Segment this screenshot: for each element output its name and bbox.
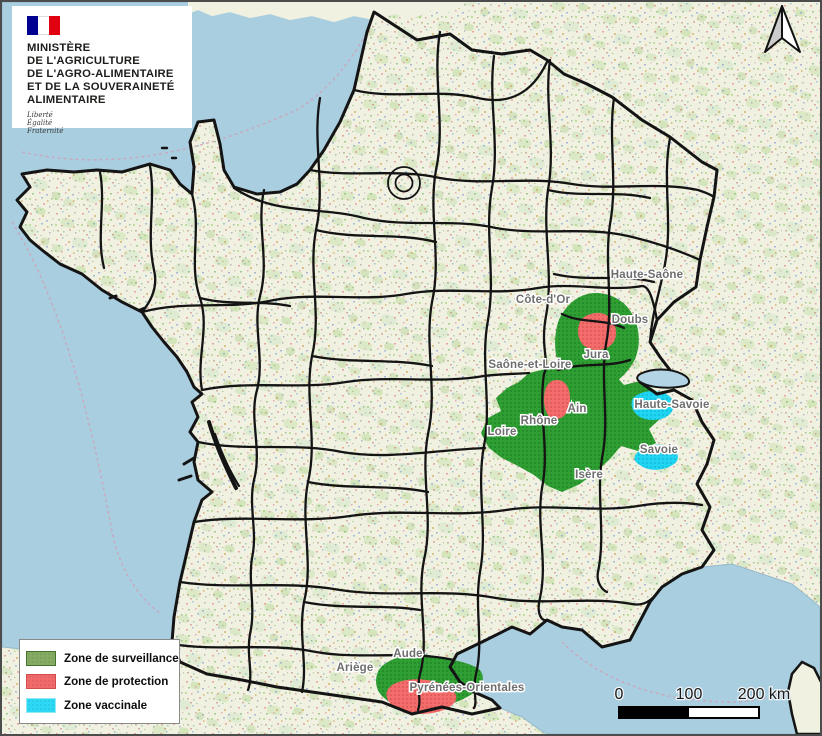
scalebar-tick-0: 0: [615, 686, 624, 703]
legend-item-protection: Zone de protection: [26, 674, 173, 689]
motto-line: Liberté: [27, 111, 53, 119]
north-arrow-icon: [764, 5, 801, 53]
corsica-land: [786, 660, 820, 734]
motto-line: Égalité: [27, 119, 53, 127]
legend-item-vaccinale: Zone vaccinale: [26, 697, 173, 713]
scalebar: 0 100 200 km: [613, 685, 791, 719]
legend-label-vaccinale: Zone vaccinale: [64, 698, 148, 712]
ministry-title-line: DE L'AGRO-ALIMENTAIRE: [27, 68, 174, 80]
label-isere: Isère: [575, 469, 603, 481]
label-cote-dor: Côte-d'Or: [516, 294, 571, 306]
french-flag-icon: [27, 16, 60, 35]
department-labels: Haute-Saône Côte-d'Or Doubs Jura Saône-e…: [335, 268, 711, 696]
scalebar-tick-200: 200 km: [738, 686, 790, 703]
scalebar-tick-100: 100: [676, 686, 703, 703]
ministry-title-line: MINISTÈRE: [27, 42, 91, 54]
ministry-title-line: ALIMENTAIRE: [27, 94, 106, 106]
zone-protection-ain: [544, 380, 570, 419]
legend-label-protection: Zone de protection: [64, 675, 169, 688]
label-haute-savoie: Haute-Savoie: [634, 399, 709, 411]
ministry-title-line: ET DE LA SOUVERAINETÉ: [27, 81, 175, 93]
legend-item-surveillance: Zone de surveillance: [26, 650, 179, 666]
france-border: [15, 10, 719, 716]
ministry-title-line: DE L'AGRICULTURE: [27, 55, 140, 67]
scalebar-bar-filled: [619, 707, 689, 718]
lake-geneva: [636, 368, 690, 389]
label-pyrenees-orientales: Pyrénées-Orientales: [409, 682, 524, 694]
ministry-logo-block: MINISTÈRE DE L'AGRICULTURE DE L'AGRO-ALI…: [12, 6, 192, 135]
label-ariege: Ariège: [337, 662, 374, 674]
label-saone-et-loire: Saône-et-Loire: [488, 359, 571, 371]
legend: Zone de surveillance Zone de protection …: [19, 639, 180, 724]
label-ain: Ain: [567, 403, 586, 415]
england-land: [188, 2, 464, 22]
maritime-boundaries: [11, 25, 815, 703]
motto-line: Fraternité: [27, 127, 64, 135]
label-loire: Loire: [487, 426, 516, 438]
label-rhone: Rhône: [521, 415, 558, 427]
label-doubs: Doubs: [612, 314, 649, 326]
legend-swatch-surveillance: [26, 650, 56, 666]
legend-label-surveillance: Zone de surveillance: [64, 651, 179, 665]
legend-swatch-protection: [26, 674, 56, 689]
label-savoie: Savoie: [640, 444, 678, 456]
label-haute-saone: Haute-Saône: [611, 269, 684, 281]
department-borders: [98, 30, 716, 712]
label-jura: Jura: [583, 349, 608, 361]
label-aude: Aude: [393, 648, 423, 660]
islands: [108, 146, 196, 482]
legend-swatch-vaccinale: [26, 697, 56, 713]
zone-protection-jura: [578, 312, 617, 350]
